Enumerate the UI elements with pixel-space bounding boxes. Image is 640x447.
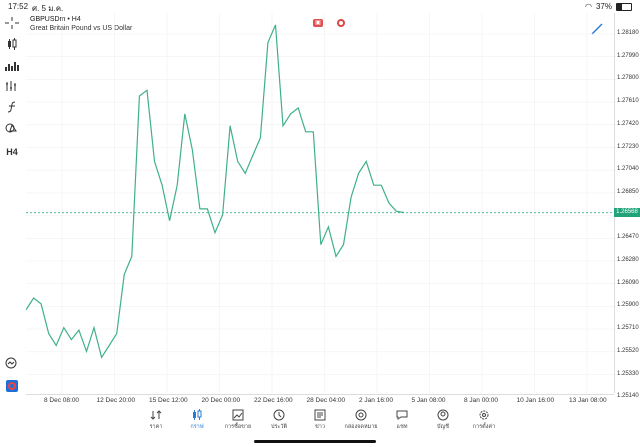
nav-item-trade[interactable]: การซื้อขาย bbox=[218, 407, 259, 437]
crosshair-icon[interactable] bbox=[4, 17, 20, 31]
status-bar: 17:52 ศ. 5 ม.ค. ◠ 37% bbox=[0, 0, 640, 13]
mailbox-icon bbox=[355, 409, 367, 421]
nav-item-label: การตั้งค่า bbox=[472, 424, 496, 430]
battery-icon bbox=[616, 2, 632, 11]
account-icon bbox=[437, 409, 449, 421]
candlestick-icon[interactable] bbox=[4, 38, 20, 52]
price-axis-label: 1.25710 bbox=[617, 325, 639, 332]
nav-item-label: ประวัติ bbox=[270, 424, 288, 430]
quotes-icon bbox=[150, 410, 162, 420]
status-time: 17:52 bbox=[8, 2, 29, 11]
time-axis-label: 5 Jan 08:00 bbox=[411, 397, 446, 404]
price-axis-label: 1.26470 bbox=[617, 234, 639, 241]
chart-symbol: GBPUSDm bbox=[30, 16, 66, 23]
nav-item-history[interactable]: ประวัติ bbox=[259, 407, 300, 437]
nav-item-quotes[interactable]: ราคา bbox=[136, 407, 177, 437]
price-axis-label: 1.27800 bbox=[617, 75, 639, 82]
battery-percent: 37% bbox=[595, 2, 612, 11]
time-axis-label: 2 Jan 16:00 bbox=[359, 397, 393, 404]
function-icon[interactable] bbox=[4, 101, 20, 115]
status-date: ศ. 5 ม.ค. bbox=[32, 4, 64, 13]
price-axis: 1.28180 1.27990 1.27800 1.27610 1.27420 1.272… bbox=[614, 13, 640, 399]
wifi-icon: ◠ bbox=[585, 2, 592, 11]
chart-dot: • bbox=[67, 16, 72, 23]
news-icon bbox=[314, 409, 326, 421]
one-click-trade-icon[interactable]: ▣ bbox=[313, 19, 323, 27]
nav-item-label: การซื้อขาย bbox=[224, 424, 252, 430]
nav-item-mailbox[interactable]: กล่องจดหมาย bbox=[341, 407, 382, 437]
time-axis-label: 10 Jan 16:00 bbox=[516, 397, 555, 404]
shapes-icon[interactable] bbox=[4, 122, 20, 136]
time-axis-label: 15 Dec 12:00 bbox=[149, 397, 188, 404]
time-axis-label: 28 Dec 04:00 bbox=[306, 397, 346, 404]
price-axis-label: 1.27990 bbox=[617, 52, 639, 59]
bar-chart-icon[interactable] bbox=[4, 59, 20, 73]
price-line-series bbox=[26, 24, 405, 359]
nav-item-label: บัญชี bbox=[437, 424, 449, 430]
price-axis-label: 1.27040 bbox=[617, 166, 639, 173]
draw-line-icon[interactable] bbox=[590, 22, 604, 35]
time-axis-label: 12 Dec 20:00 bbox=[96, 397, 136, 404]
left-toolbar: H4 bbox=[0, 13, 24, 408]
price-axis-label: 1.26090 bbox=[617, 279, 639, 286]
nav-item-news[interactable]: ข่าว bbox=[300, 407, 341, 437]
price-axis-label: 1.25520 bbox=[617, 347, 639, 354]
trade-icon bbox=[232, 409, 244, 421]
bottom-navigation: ราคา กราฟ การซื้อขาย ประวัติ ข่าว กล่องจดหมาย… bbox=[0, 407, 640, 437]
current-price-tag: 1.26568 bbox=[614, 208, 640, 217]
nav-item-label: แชท bbox=[396, 424, 408, 430]
chat-icon bbox=[396, 410, 408, 420]
time-axis-label: 22 Dec 16:00 bbox=[254, 397, 293, 404]
status-right: ◠ 37% bbox=[585, 2, 632, 11]
price-axis-label: 1.27420 bbox=[617, 120, 639, 127]
nav-item-chat[interactable]: แชท bbox=[382, 407, 423, 437]
zoom-icon[interactable] bbox=[4, 357, 20, 371]
time-axis-label: 8 Jan 00:00 bbox=[464, 397, 498, 404]
home-indicator bbox=[254, 440, 376, 443]
indicator-circle-icon[interactable] bbox=[337, 19, 345, 27]
chart-icon bbox=[193, 409, 202, 420]
chart-description: Great Britain Pound vs US Dollar bbox=[30, 25, 133, 32]
time-axis-label: 20 Dec 00:00 bbox=[201, 397, 241, 404]
broker-logo-icon[interactable] bbox=[4, 380, 20, 394]
chart-timeframe: H4 bbox=[71, 16, 81, 23]
nav-item-label: กล่องจดหมาย bbox=[344, 424, 378, 430]
price-axis-label: 1.28180 bbox=[617, 30, 639, 36]
time-axis-label: 13 Jan 08:00 bbox=[569, 397, 607, 404]
price-chart[interactable] bbox=[26, 13, 616, 393]
price-axis-label: 1.27610 bbox=[617, 98, 639, 105]
nav-item-settings[interactable]: การตั้งค่า bbox=[464, 407, 505, 437]
nav-item-account[interactable]: บัญชี bbox=[423, 407, 464, 437]
price-axis-label: 1.25900 bbox=[617, 302, 639, 309]
price-axis-label: 1.27230 bbox=[617, 143, 639, 150]
chart-overlay-icons: ▣ bbox=[313, 19, 345, 27]
time-axis-label: 8 Dec 08:00 bbox=[44, 397, 80, 404]
nav-item-label: กราฟ bbox=[190, 424, 204, 430]
price-axis-label: 1.25330 bbox=[617, 370, 639, 377]
settings-icon bbox=[479, 410, 489, 420]
nav-item-chart[interactable]: กราฟ bbox=[177, 407, 218, 437]
price-axis-label: 1.26850 bbox=[617, 188, 639, 195]
indicators-icon[interactable] bbox=[4, 80, 20, 94]
nav-item-label: ข่าว bbox=[315, 424, 325, 430]
nav-item-label: ราคา bbox=[149, 424, 163, 430]
history-icon bbox=[273, 409, 285, 421]
price-axis-label: 1.26280 bbox=[617, 257, 639, 263]
timeframe-button[interactable]: H4 bbox=[6, 147, 18, 157]
chart-header: GBPUSDm • H4 Great Britain Pound vs US D… bbox=[30, 15, 132, 33]
price-axis-label: 1.25140 bbox=[617, 393, 639, 400]
time-axis: 8 Dec 08:00 12 Dec 20:00 15 Dec 12:00 20 De… bbox=[26, 394, 614, 407]
